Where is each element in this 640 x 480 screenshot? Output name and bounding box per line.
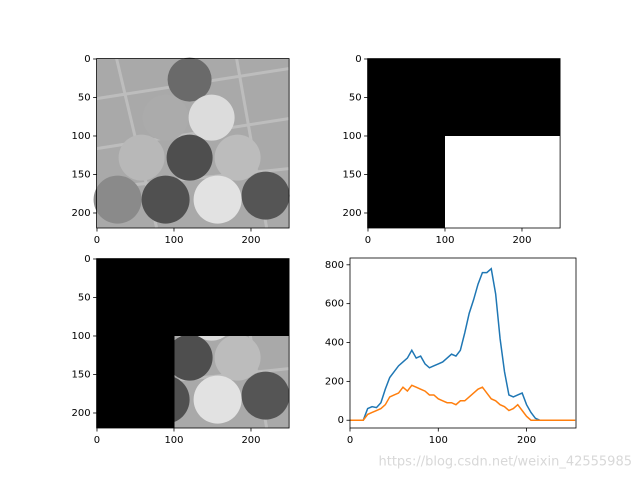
x-tick-label: 200 [241, 435, 260, 446]
image-mask [367, 58, 561, 228]
y-tick-label: 400 [325, 338, 344, 349]
x-tick-label: 100 [429, 435, 448, 446]
y-tick-label: 100 [72, 131, 91, 142]
y-tick-label: 200 [343, 208, 362, 219]
y-tick-label: 100 [72, 331, 91, 342]
y-tick-label: 600 [325, 299, 344, 310]
y-tick-label: 50 [78, 92, 91, 103]
x-tick-label: 0 [94, 235, 100, 246]
y-tick-label: 150 [343, 169, 362, 180]
y-tick-label: 200 [72, 408, 91, 419]
x-tick-label: 200 [512, 235, 531, 246]
watermark: https://blog.csdn.net/weixin_42555985 [378, 455, 632, 470]
x-tick-label: 100 [164, 435, 183, 446]
y-tick-label: 800 [325, 260, 344, 271]
x-tick-label: 200 [241, 235, 260, 246]
y-tick-label: 150 [72, 169, 91, 180]
x-tick-label: 100 [435, 235, 454, 246]
y-tick-label: 0 [338, 415, 344, 426]
axes-frame [96, 58, 290, 229]
x-tick-label: 100 [164, 235, 183, 246]
y-tick-label: 0 [84, 254, 90, 265]
line-series [350, 267, 576, 421]
y-tick-label: 100 [343, 131, 362, 142]
y-tick-label: 200 [72, 208, 91, 219]
y-tick-label: 50 [349, 92, 362, 103]
x-tick-label: 0 [94, 435, 100, 446]
x-tick-label: 200 [517, 435, 536, 446]
axes-frame [349, 257, 577, 429]
y-tick-label: 50 [78, 292, 91, 303]
y-tick-label: 200 [325, 376, 344, 387]
image-masked [96, 258, 290, 428]
y-tick-label: 0 [84, 54, 90, 65]
y-tick-label: 150 [72, 369, 91, 380]
axes-frame [96, 258, 290, 429]
x-tick-label: 0 [365, 235, 371, 246]
x-tick-label: 0 [347, 435, 353, 446]
axes-frame [367, 58, 561, 229]
line-series [350, 384, 576, 421]
y-tick-label: 0 [355, 54, 361, 65]
image-original [92, 56, 292, 230]
